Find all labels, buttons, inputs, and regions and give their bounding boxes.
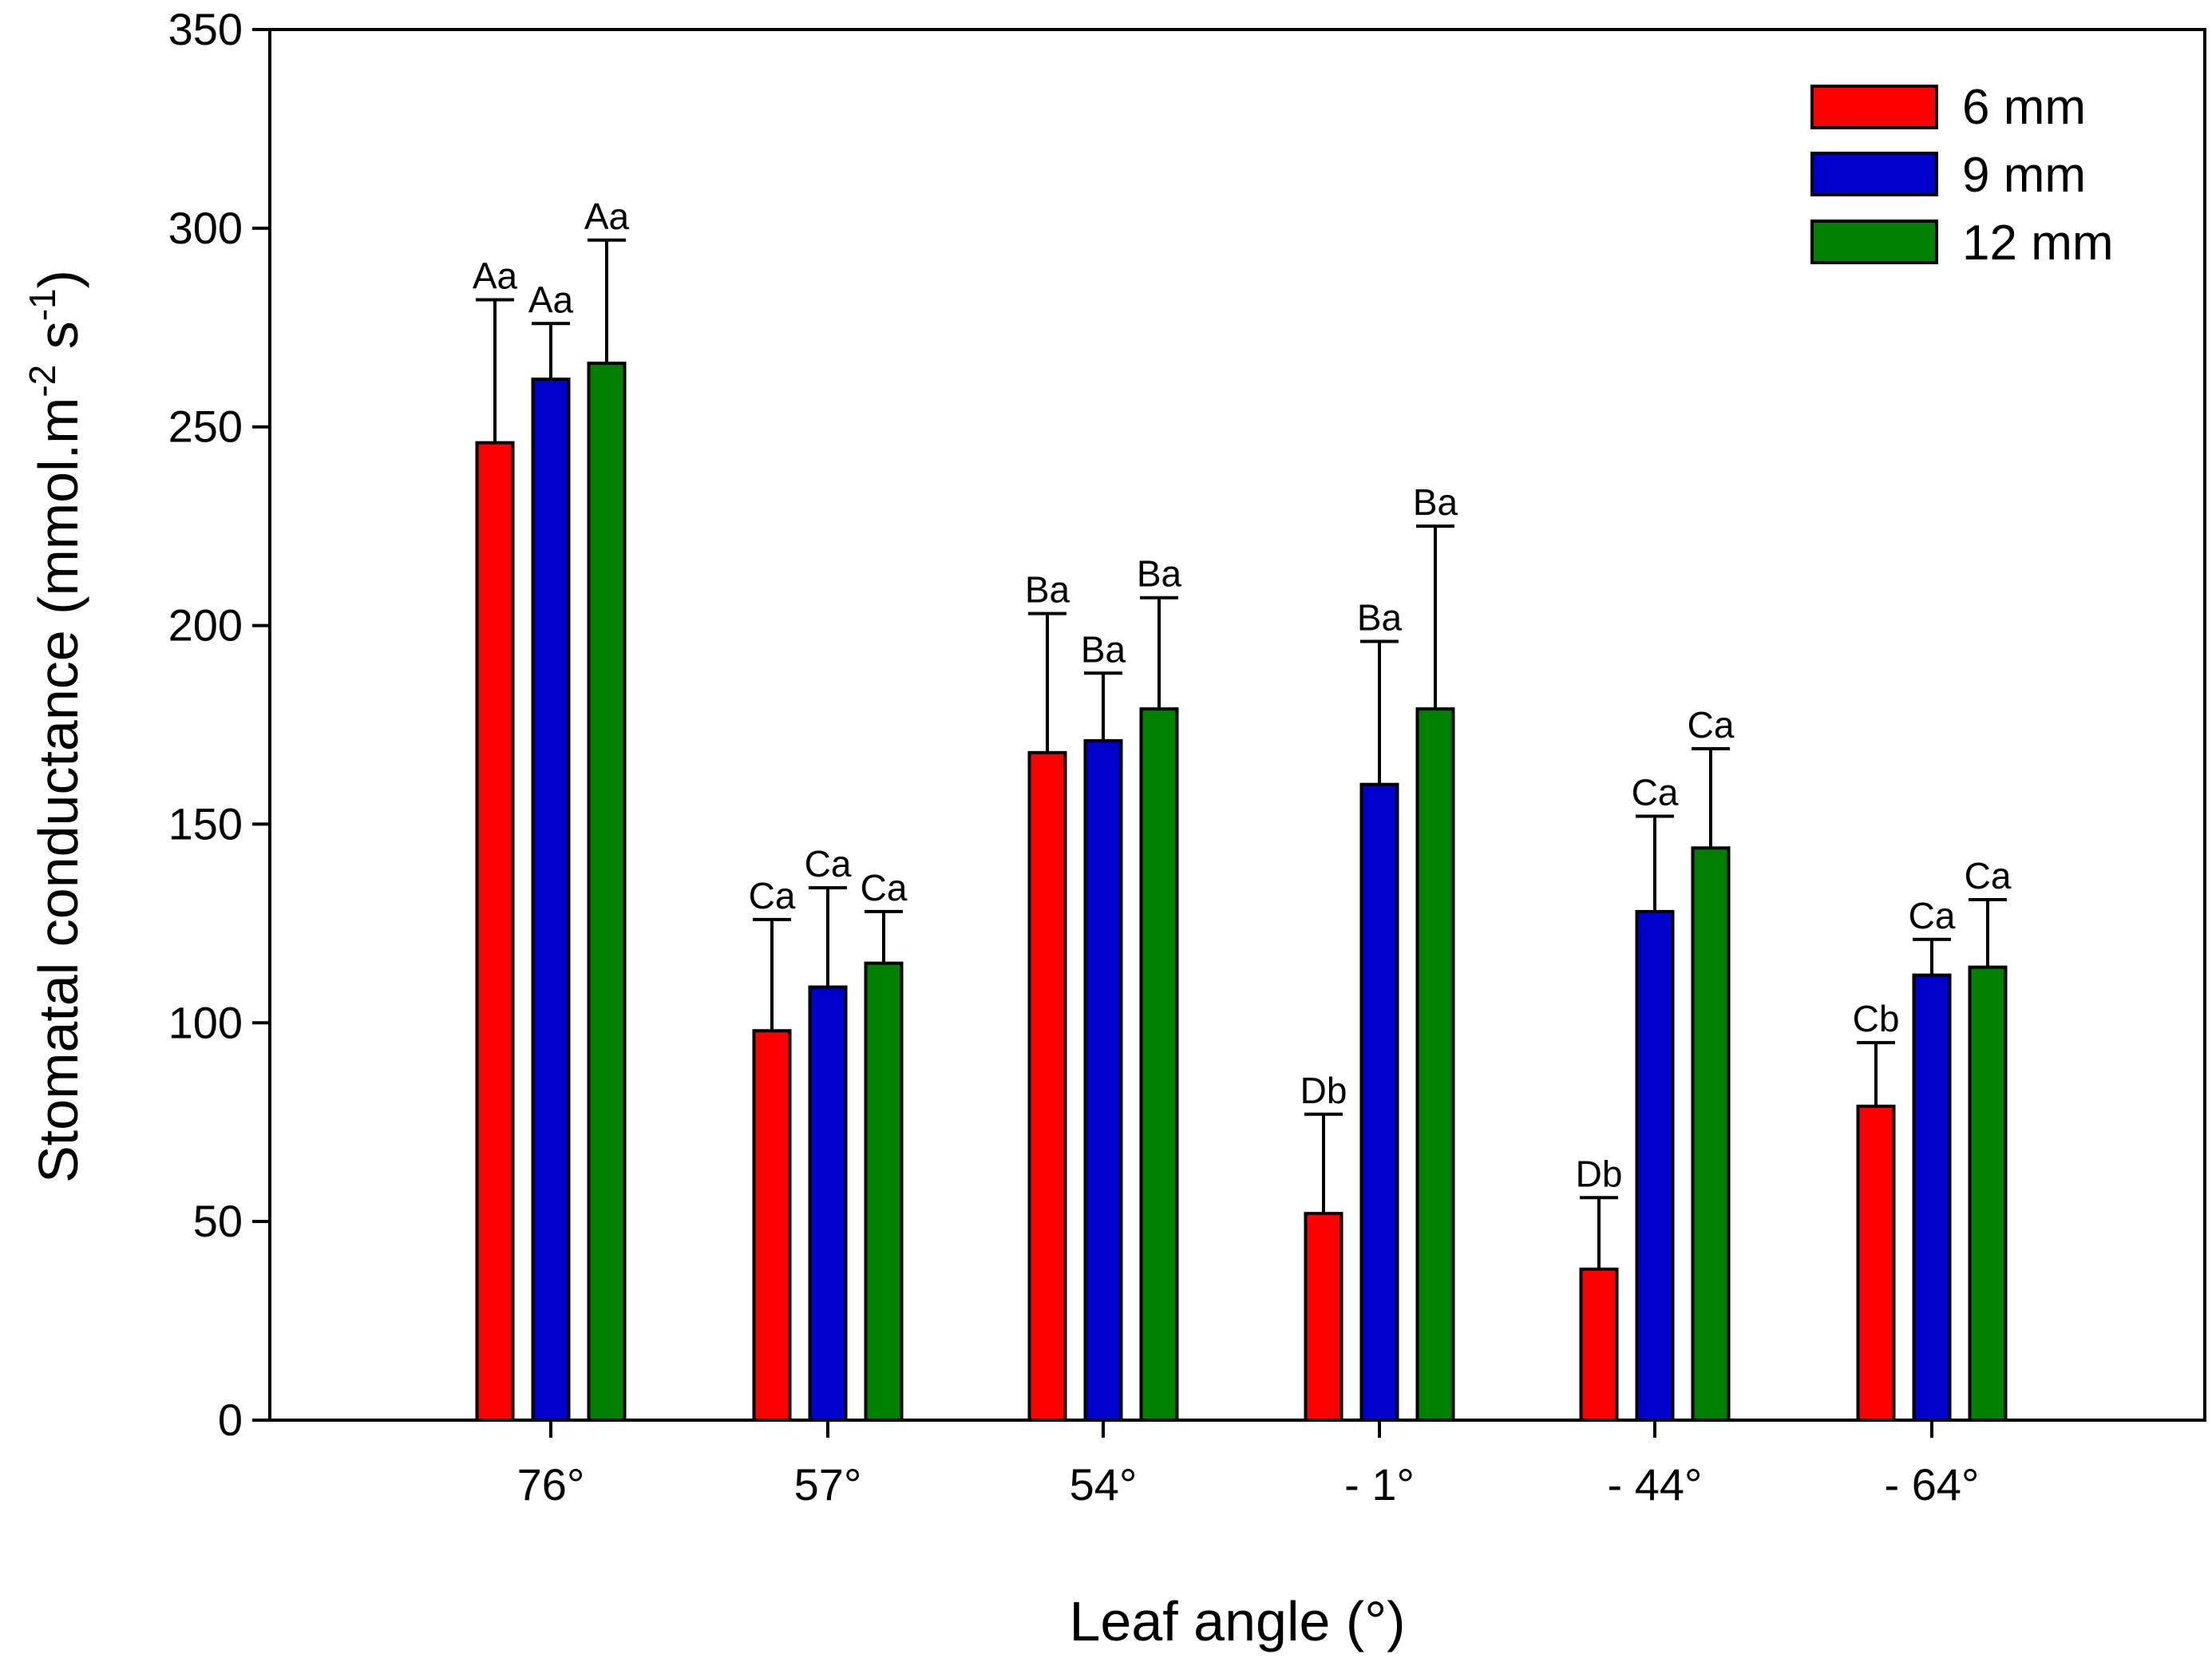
significance-label: Ba — [1081, 628, 1126, 670]
y-tick-label: 50 — [193, 1196, 243, 1246]
y-tick-label: 250 — [168, 402, 243, 452]
significance-label: Aa — [528, 279, 574, 320]
bar — [1083, 738, 1123, 1422]
significance-label: Ca — [1965, 855, 2012, 896]
bar — [531, 377, 571, 1423]
error-bar-group — [476, 238, 2007, 1269]
y-axis-title-end: ) — [27, 270, 89, 288]
y-tick-label: 0 — [218, 1395, 243, 1445]
bar — [1415, 707, 1455, 1422]
legend-label-6mm: 6 mm — [1962, 80, 2086, 135]
y-tick-label: 300 — [168, 203, 243, 253]
bar — [1691, 846, 1731, 1422]
significance-label: Cb — [1853, 998, 1900, 1039]
y-axis-title: Stomatal conductance (mmol.m-2 s-1) — [22, 270, 89, 1183]
significance-label: Db — [1576, 1153, 1623, 1194]
significance-label: Ca — [1909, 895, 1956, 936]
x-axis-title: Leaf angle (°) — [1069, 1590, 1405, 1652]
bar — [1579, 1267, 1619, 1422]
y-axis-title-mid: s — [27, 321, 89, 364]
bar — [1856, 1104, 1896, 1422]
bar — [864, 961, 904, 1422]
x-axis: 76° 57° 54° - 1° - 44° - 64° — [517, 1420, 1980, 1510]
legend-label-12mm: 12 mm — [1962, 216, 2113, 271]
y-tick-label: 100 — [168, 997, 243, 1047]
bar — [1912, 973, 1952, 1423]
significance-label: Ba — [1137, 553, 1182, 595]
significance-label: Aa — [473, 255, 518, 296]
significance-label: Ba — [1025, 569, 1070, 611]
bar — [587, 362, 627, 1423]
bar — [1635, 909, 1675, 1422]
bar — [752, 1029, 792, 1422]
legend-label-9mm: 9 mm — [1962, 148, 2086, 203]
bar — [808, 985, 848, 1422]
y-tick-label: 350 — [168, 4, 243, 54]
x-tick-label: 76° — [517, 1459, 585, 1510]
y-axis-title-sup1: -2 — [22, 365, 63, 398]
significance-label: Ca — [1632, 771, 1679, 813]
y-axis-title-sup2: -1 — [22, 288, 63, 321]
bar — [1027, 750, 1067, 1422]
significance-label: Ca — [805, 843, 852, 884]
legend-swatch-12mm — [1810, 220, 1938, 264]
significance-label: Ca — [1688, 704, 1735, 746]
x-tick-label: 57° — [794, 1459, 862, 1510]
x-tick-label: - 64° — [1885, 1459, 1980, 1510]
legend: 6 mm 9 mm 12 mm — [1810, 80, 2113, 271]
x-tick-label: 54° — [1070, 1459, 1138, 1510]
bar — [1968, 965, 2008, 1422]
x-tick-label: - 44° — [1608, 1459, 1703, 1510]
significance-label: Aa — [584, 196, 630, 237]
bar — [1304, 1212, 1343, 1423]
legend-swatch-9mm — [1810, 152, 1938, 196]
significance-label: Ba — [1413, 481, 1458, 523]
bar — [475, 441, 515, 1423]
significance-label: Ca — [861, 867, 908, 908]
significance-label: Ca — [749, 875, 796, 916]
y-tick-label: 200 — [168, 600, 243, 651]
y-axis-title-main: Stomatal conductance (mmol.m — [27, 398, 89, 1183]
legend-swatch-6mm — [1810, 85, 1938, 129]
bar — [1359, 782, 1399, 1422]
bar — [1139, 707, 1179, 1422]
plot-frame — [268, 28, 2206, 1422]
significance-label: Ba — [1357, 596, 1403, 638]
x-tick-label: - 1° — [1344, 1459, 1415, 1510]
significance-label: Db — [1300, 1070, 1347, 1111]
y-tick-label: 150 — [168, 798, 243, 849]
y-axis: 0 50 100 150 200 250 300 350 — [168, 4, 270, 1445]
